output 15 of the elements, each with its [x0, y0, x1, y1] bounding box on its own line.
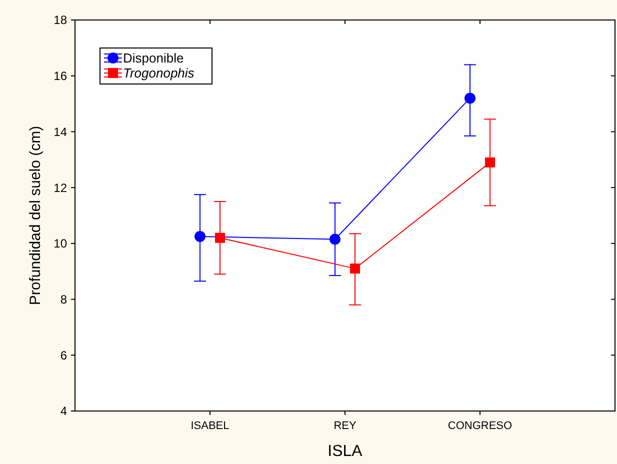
y-tick-label: 12	[54, 180, 68, 195]
y-axis-title: Profundidad del suelo (cm)	[27, 126, 44, 306]
x-tick-label: ISABEL	[190, 420, 230, 432]
x-tick-label: CONGRESO	[448, 420, 513, 432]
legend-label: Disponible	[123, 50, 184, 66]
x-axis-title: ISLA	[328, 443, 363, 460]
y-tick-label: 8	[60, 292, 68, 306]
y-tick-label: 14	[54, 124, 68, 139]
y-tick-label: 4	[60, 404, 68, 418]
y-tick-label: 6	[60, 348, 68, 362]
legend-label: Trogonophis	[123, 66, 195, 81]
y-tick-label: 18	[54, 13, 68, 28]
x-tick-label: REY	[334, 420, 357, 432]
y-tick-label: 10	[54, 236, 68, 251]
y-tick-label: 16	[54, 69, 68, 84]
